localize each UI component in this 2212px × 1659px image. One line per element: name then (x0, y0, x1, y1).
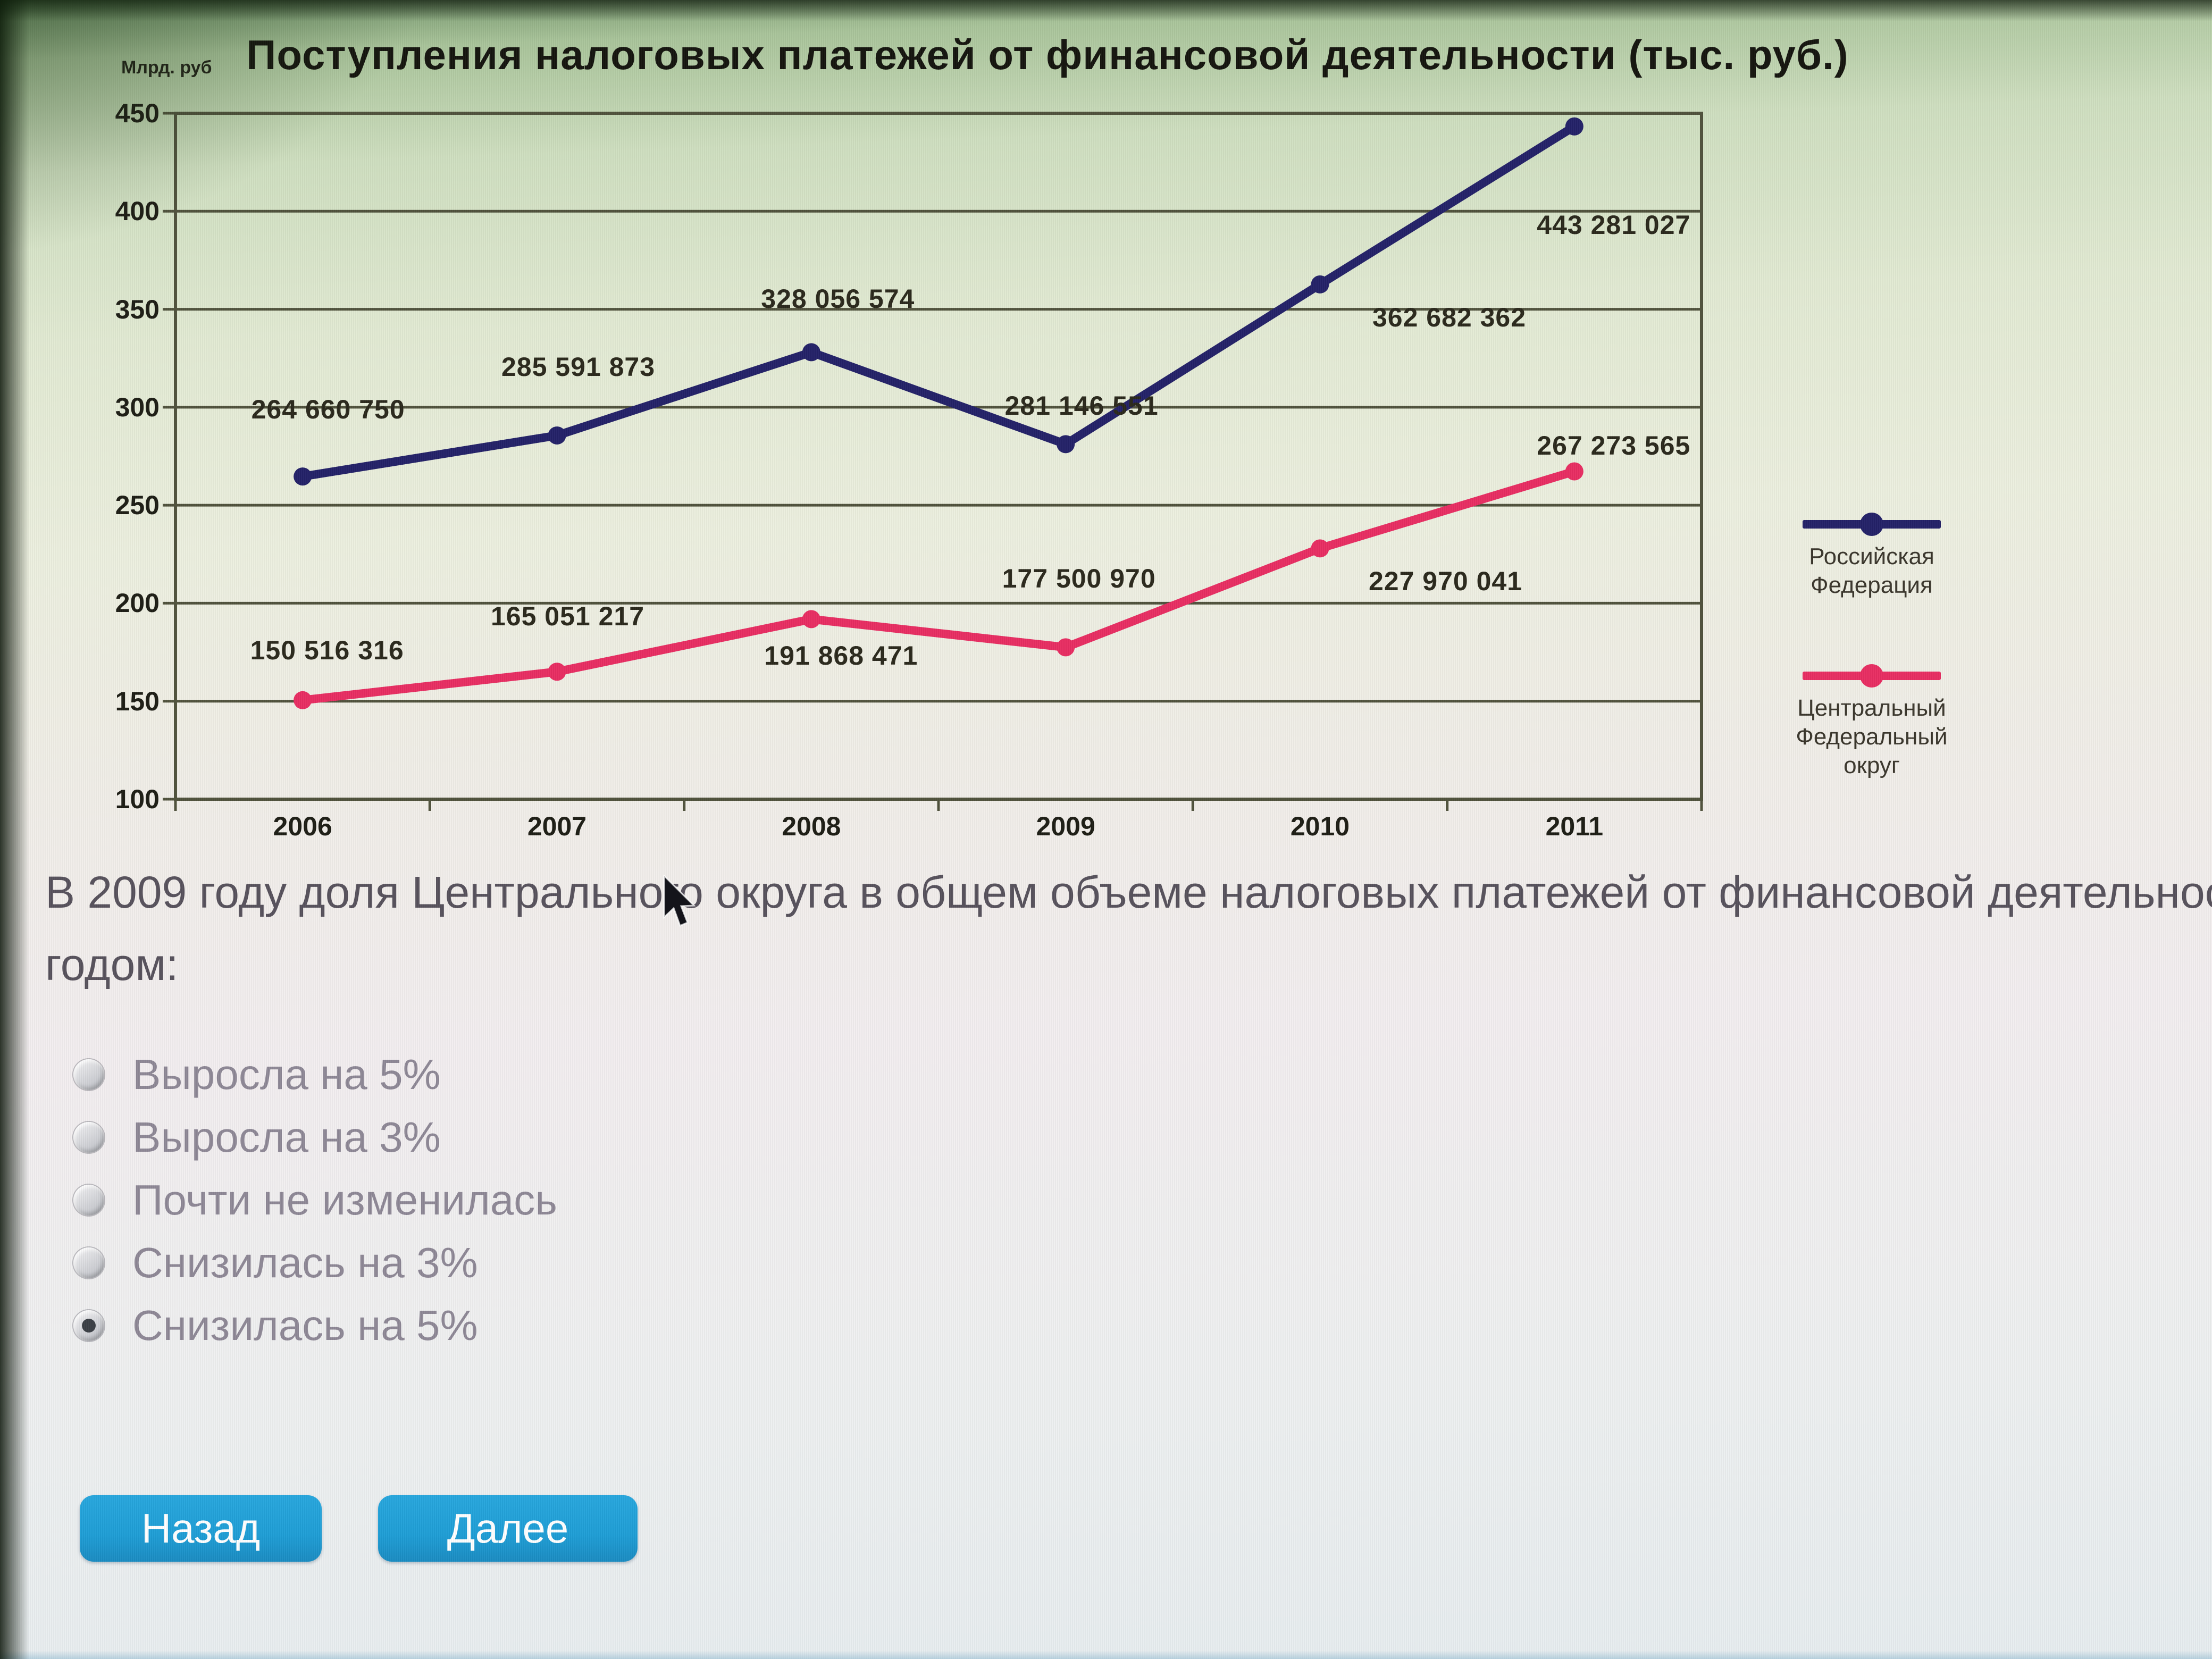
option-label: Снизилась на 5% (132, 1302, 478, 1349)
option-label: Снизилась на 3% (132, 1239, 478, 1286)
question-text: В 2009 году доля Центрального округа в о… (45, 866, 2212, 991)
radio-option-decreased-3[interactable]: Снизилась на 3% (73, 1231, 557, 1294)
legend-item-russian-federation: Российская Федерация (1771, 510, 1973, 600)
next-button[interactable]: Далее (378, 1495, 638, 1562)
legend-label-line: Российская (1809, 543, 1934, 569)
radio-button[interactable] (73, 1185, 104, 1216)
question-line-2: годом: (45, 940, 179, 990)
y-axis-unit-label: Млрд. руб (121, 57, 212, 78)
line-chart (163, 112, 1703, 811)
data-point-label: 227 970 041 (1368, 566, 1523, 597)
legend-swatch-rf-line-icon (1803, 513, 1941, 536)
chart-title: Поступления налоговых платежей от финанс… (246, 31, 1849, 78)
data-point-label: 191 868 471 (764, 641, 918, 671)
y-axis-tick-label: 200 (115, 588, 160, 618)
data-point-label: 150 516 316 (250, 635, 404, 665)
question-line-1: В 2009 году доля Центрального округа в о… (45, 867, 2212, 917)
option-label: Почти не изменилась (132, 1176, 557, 1224)
x-axis-tick-label: 2009 (1036, 811, 1095, 841)
data-point-label: 443 281 027 (1537, 210, 1691, 240)
radio-button[interactable] (73, 1247, 104, 1278)
x-axis-tick-label: 2008 (782, 811, 841, 841)
data-point-label: 267 273 565 (1537, 431, 1691, 461)
legend-label-line: Федеральный округ (1796, 724, 1948, 778)
radio-option-grew-3[interactable]: Выросла на 3% (73, 1106, 557, 1169)
option-label: Выросла на 3% (132, 1113, 441, 1161)
data-point-label: 362 682 362 (1372, 302, 1527, 332)
mouse-cursor-icon (663, 875, 696, 927)
radio-button[interactable] (73, 1122, 104, 1153)
radio-option-decreased-5[interactable]: Снизилась на 5% (73, 1294, 557, 1357)
radio-option-almost-unchanged[interactable]: Почти не изменилась (73, 1169, 557, 1231)
data-point-label: 328 056 574 (761, 284, 915, 314)
radio-option-grew-5[interactable]: Выросла на 5% (73, 1043, 557, 1106)
radio-button[interactable] (73, 1059, 104, 1090)
x-axis-tick-label: 2006 (273, 811, 332, 841)
y-axis-tick-label: 400 (115, 196, 160, 227)
options-list: Выросла на 5% Выросла на 3% Почти не изм… (73, 1043, 557, 1357)
x-axis-tick-label: 2011 (1545, 811, 1604, 841)
x-axis-tick-label: 2010 (1290, 811, 1350, 841)
back-button[interactable]: Назад (80, 1495, 322, 1562)
legend-item-central-district: Центральный Федеральный округ (1771, 662, 1973, 780)
legend-marker-dot-icon (1860, 513, 1883, 536)
data-point-label: 285 591 873 (501, 351, 656, 382)
legend-swatch-cfd-line-icon (1803, 664, 1941, 688)
legend-label-line: Центральный (1797, 695, 1946, 721)
data-point-label: 177 500 970 (1002, 564, 1156, 594)
data-point-label: 264 660 750 (251, 395, 405, 425)
y-axis-tick-label: 350 (115, 294, 160, 324)
y-axis-tick-label: 150 (115, 686, 160, 716)
option-label: Выросла на 5% (132, 1051, 441, 1098)
legend-marker-dot-icon (1860, 664, 1883, 688)
navigation-buttons: Назад Далее (80, 1495, 638, 1562)
y-axis-tick-label: 100 (115, 784, 160, 814)
radio-button[interactable] (73, 1310, 104, 1341)
data-point-label: 281 146 551 (1004, 391, 1159, 421)
data-point-label: 165 051 217 (490, 601, 645, 632)
legend-label-line: Федерация (1811, 572, 1933, 598)
y-axis-tick-label: 250 (115, 490, 160, 521)
y-axis-tick-label: 300 (115, 392, 160, 422)
y-axis-tick-label: 450 (115, 98, 160, 128)
x-axis-tick-label: 2007 (527, 811, 587, 841)
